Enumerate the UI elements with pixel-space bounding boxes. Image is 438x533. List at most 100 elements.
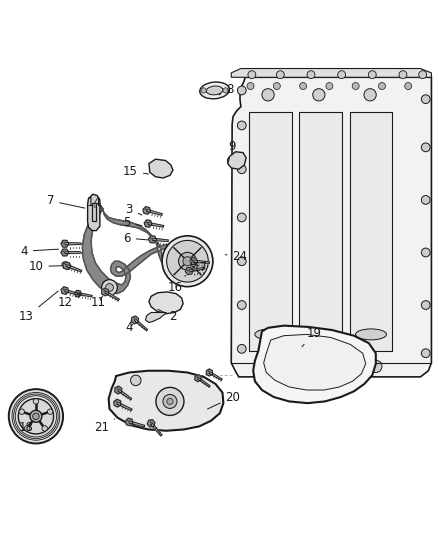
Circle shape xyxy=(421,248,430,257)
Circle shape xyxy=(33,413,39,419)
Circle shape xyxy=(352,83,359,90)
Polygon shape xyxy=(105,291,119,301)
Polygon shape xyxy=(131,316,138,324)
Circle shape xyxy=(262,88,274,101)
Text: 7: 7 xyxy=(46,195,85,208)
Polygon shape xyxy=(149,292,183,314)
Polygon shape xyxy=(148,222,164,227)
Circle shape xyxy=(183,257,192,266)
Circle shape xyxy=(326,83,333,90)
Circle shape xyxy=(237,121,246,130)
Circle shape xyxy=(319,360,331,373)
Polygon shape xyxy=(64,289,80,295)
Circle shape xyxy=(47,409,53,414)
Circle shape xyxy=(268,360,280,373)
Circle shape xyxy=(368,71,376,78)
Polygon shape xyxy=(61,249,69,256)
Polygon shape xyxy=(88,194,100,231)
Text: 8: 8 xyxy=(219,83,233,95)
Polygon shape xyxy=(102,288,109,296)
Polygon shape xyxy=(143,207,151,214)
Polygon shape xyxy=(114,399,121,407)
Polygon shape xyxy=(134,319,148,330)
Text: 9: 9 xyxy=(228,140,236,162)
Polygon shape xyxy=(198,377,210,387)
Polygon shape xyxy=(231,77,431,377)
Polygon shape xyxy=(190,257,198,265)
Polygon shape xyxy=(78,293,92,297)
Polygon shape xyxy=(195,375,201,382)
Polygon shape xyxy=(231,69,431,77)
Circle shape xyxy=(313,88,325,101)
Circle shape xyxy=(247,83,254,90)
Circle shape xyxy=(25,426,30,431)
Circle shape xyxy=(237,301,246,310)
Circle shape xyxy=(421,95,430,103)
Polygon shape xyxy=(117,402,132,410)
Bar xyxy=(350,112,392,351)
Circle shape xyxy=(237,165,246,174)
Circle shape xyxy=(131,375,141,386)
Circle shape xyxy=(421,349,430,358)
Circle shape xyxy=(42,426,47,431)
Text: 3: 3 xyxy=(126,203,142,216)
Circle shape xyxy=(162,236,213,287)
Circle shape xyxy=(276,71,284,78)
Circle shape xyxy=(201,88,206,93)
Circle shape xyxy=(370,360,382,373)
Polygon shape xyxy=(145,312,166,322)
Text: 13: 13 xyxy=(19,291,58,324)
Circle shape xyxy=(102,280,117,295)
Polygon shape xyxy=(189,268,205,272)
Circle shape xyxy=(405,83,412,90)
Text: 11: 11 xyxy=(91,296,106,309)
Polygon shape xyxy=(65,243,81,245)
Polygon shape xyxy=(125,418,133,426)
Circle shape xyxy=(273,83,280,90)
Circle shape xyxy=(156,387,184,415)
Circle shape xyxy=(421,301,430,310)
Polygon shape xyxy=(66,264,81,272)
Circle shape xyxy=(364,88,376,101)
Circle shape xyxy=(399,71,407,78)
Text: 4: 4 xyxy=(125,321,133,334)
Polygon shape xyxy=(147,419,155,427)
Circle shape xyxy=(9,389,63,443)
Text: 18: 18 xyxy=(19,421,34,434)
Polygon shape xyxy=(82,204,202,294)
Text: 16: 16 xyxy=(168,275,186,294)
Text: 12: 12 xyxy=(57,293,75,309)
Text: 14: 14 xyxy=(87,197,102,209)
Polygon shape xyxy=(149,159,173,178)
Polygon shape xyxy=(65,251,81,254)
Circle shape xyxy=(166,240,208,282)
Polygon shape xyxy=(264,334,366,390)
Text: 4: 4 xyxy=(20,245,59,257)
Polygon shape xyxy=(209,372,222,380)
Circle shape xyxy=(419,71,427,78)
Polygon shape xyxy=(228,152,246,169)
Polygon shape xyxy=(74,290,81,297)
Circle shape xyxy=(19,409,25,414)
Polygon shape xyxy=(129,421,145,427)
Ellipse shape xyxy=(200,82,230,99)
Ellipse shape xyxy=(206,86,223,95)
Text: 6: 6 xyxy=(123,231,148,245)
Circle shape xyxy=(223,88,228,93)
Polygon shape xyxy=(144,220,152,227)
Text: 24: 24 xyxy=(225,251,247,263)
Text: 20: 20 xyxy=(208,391,240,409)
Text: 2: 2 xyxy=(158,309,177,324)
Circle shape xyxy=(307,71,315,78)
Polygon shape xyxy=(63,262,70,270)
Circle shape xyxy=(106,284,113,292)
Bar xyxy=(92,203,96,221)
Text: 17: 17 xyxy=(193,261,208,274)
Ellipse shape xyxy=(356,329,386,340)
Circle shape xyxy=(167,398,173,405)
Text: 15: 15 xyxy=(123,165,148,177)
Circle shape xyxy=(338,71,346,78)
Circle shape xyxy=(163,394,177,408)
Text: 21: 21 xyxy=(94,419,115,434)
Circle shape xyxy=(421,143,430,152)
